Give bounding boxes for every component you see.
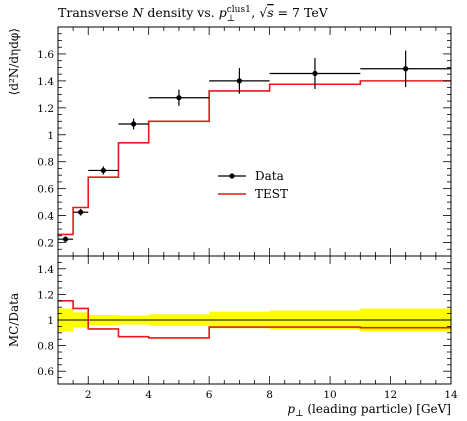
ratio-mc-step-line <box>58 300 451 339</box>
main-y-tick-label-0: 0.2 <box>37 238 54 250</box>
ratio-y-tick-label-1: 0.8 <box>37 341 54 353</box>
main-y-tick-label-2: 0.6 <box>37 184 54 196</box>
legend-data-marker <box>229 173 235 179</box>
ratio-y-tick-label-2: 1 <box>47 315 54 327</box>
data-point-4 <box>176 95 182 101</box>
x-tick-label-6: 14 <box>444 389 458 401</box>
main-y-tick-label-5: 1.2 <box>37 103 54 115</box>
legend-data-label: Data <box>255 169 284 183</box>
ratio-mc-histogram <box>58 300 451 339</box>
ratio-y-tick-label-4: 1.4 <box>37 264 54 276</box>
data-point-5 <box>236 78 242 84</box>
x-tick-label-0: 2 <box>85 389 92 401</box>
data-point-2 <box>100 167 106 174</box>
data-point-1 <box>78 209 84 215</box>
main-y-tick-label-7: 1.6 <box>37 49 54 61</box>
x-tick-label-5: 12 <box>384 389 397 401</box>
y-axis-label-main: ⟨d²N/dηdφ⟩ <box>7 28 21 95</box>
mc-step-line <box>58 80 451 236</box>
ratio-y-tick-label-3: 1.2 <box>37 289 54 301</box>
legend: Data TEST <box>218 169 288 201</box>
x-tick-label-2: 6 <box>206 389 213 401</box>
chart-title: Transverse N density vs. pclus1 ⊥, √s = 7… <box>58 5 329 24</box>
y-axis-label-ratio: MC/Data <box>7 293 21 347</box>
axis-ticks: 2 4 6 8 10 12 14 0.2 0.4 0.6 0.8 1 1.2 1.4 1.6 0.6 0.8 1 1… <box>37 26 458 401</box>
main-y-tick-label-4: 1 <box>47 130 54 142</box>
main-mc-histogram <box>58 80 451 236</box>
data-point-7 <box>403 66 409 72</box>
x-tick-label-3: 8 <box>266 389 273 401</box>
data-point-6 <box>312 70 318 77</box>
main-frame <box>57 26 452 257</box>
main-y-tick-label-6: 1.4 <box>37 76 54 88</box>
legend-mc-label: TEST <box>255 187 288 201</box>
ratio-y-tick-label-0: 0.6 <box>37 366 54 378</box>
data-point-3 <box>130 121 137 127</box>
x-tick-label-1: 4 <box>145 389 152 401</box>
data-point-0 <box>62 236 69 242</box>
x-axis-label: p⊥ (leading particle) [GeV] <box>287 402 451 419</box>
x-tick-label-4: 10 <box>323 389 336 401</box>
main-y-tick-label-1: 0.4 <box>37 211 54 223</box>
main-data-points <box>58 50 451 242</box>
main-y-tick-label-3: 0.8 <box>37 157 54 169</box>
